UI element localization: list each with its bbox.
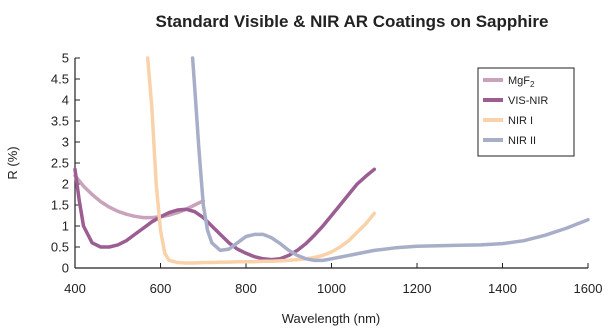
x-tick-label: 600 bbox=[150, 281, 172, 296]
y-tick-label: 1 bbox=[62, 219, 69, 234]
series-line-mgf2 bbox=[73, 173, 206, 220]
legend-label-nir-i: NIR I bbox=[508, 115, 533, 127]
y-tick-label: 4.5 bbox=[51, 72, 69, 87]
x-tick-label: 1200 bbox=[403, 281, 432, 296]
series-line-nir-i bbox=[145, 56, 377, 265]
legend-label-mgf2: MgF2 bbox=[508, 75, 535, 89]
y-tick-label: 1.5 bbox=[51, 198, 69, 213]
y-tick-label: 2 bbox=[62, 177, 69, 192]
y-tick-label: 5 bbox=[62, 51, 69, 66]
series-lines bbox=[73, 56, 590, 265]
legend: MgF2 VIS-NIR NIR I NIR II bbox=[477, 67, 575, 157]
x-tick-label: 1000 bbox=[317, 281, 346, 296]
x-tick-label: 1600 bbox=[574, 281, 603, 296]
x-axis-label: Wavelength (nm) bbox=[282, 311, 381, 326]
x-tick-label: 800 bbox=[235, 281, 257, 296]
y-tick-label: 2.5 bbox=[51, 156, 69, 171]
series-line-vis-nir bbox=[73, 167, 377, 262]
legend-label-nir-ii: NIR II bbox=[508, 135, 536, 147]
y-tick-label: 4 bbox=[62, 93, 69, 108]
x-tick-label: 1400 bbox=[488, 281, 517, 296]
legend-items: MgF2 VIS-NIR NIR I NIR II bbox=[483, 75, 548, 147]
series-line-nir-ii bbox=[190, 56, 590, 263]
y-axis-label: R (%) bbox=[5, 146, 20, 179]
x-tick-label: 400 bbox=[64, 281, 86, 296]
x-ticks: 400 600 800 1000 1200 1400 1600 bbox=[64, 263, 602, 296]
chart-title: Standard Visible & NIR AR Coatings on Sa… bbox=[156, 12, 549, 31]
y-tick-label: 3 bbox=[62, 135, 69, 150]
y-tick-label: 0 bbox=[62, 261, 69, 276]
plot-area: 0 0.5 1 1.5 2 2.5 3 3.5 4 4.5 5 400 600 800 1000 1200 1… bbox=[51, 51, 603, 297]
y-tick-label: 3.5 bbox=[51, 114, 69, 129]
y-ticks: 0 0.5 1 1.5 2 2.5 3 3.5 4 4.5 5 bbox=[51, 51, 80, 276]
legend-label-vis-nir: VIS-NIR bbox=[508, 95, 548, 107]
y-tick-label: 0.5 bbox=[51, 240, 69, 255]
